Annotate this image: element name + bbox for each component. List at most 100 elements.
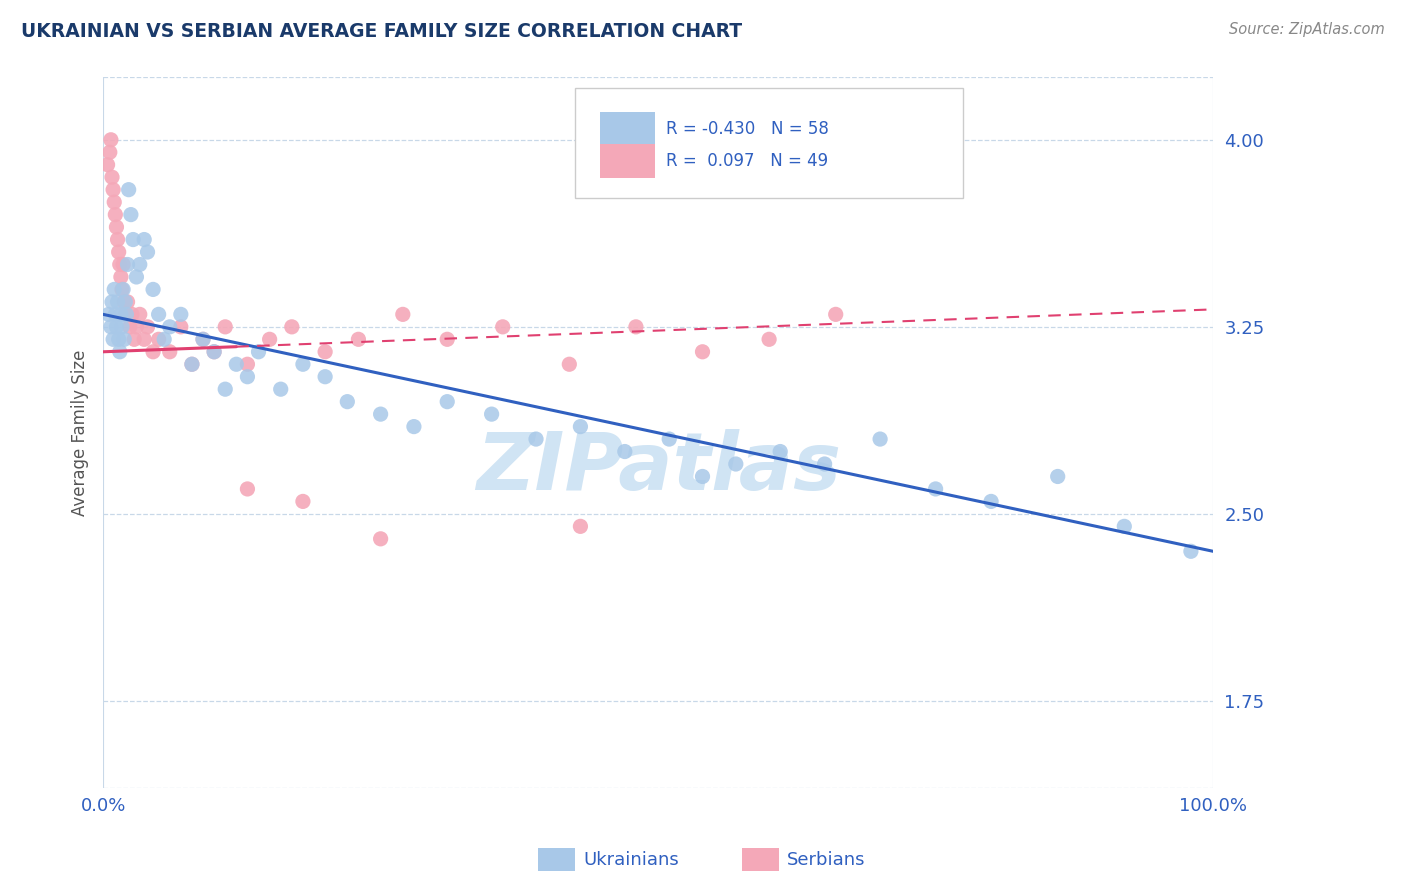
Point bbox=[122, 233, 145, 247]
FancyBboxPatch shape bbox=[600, 144, 655, 178]
Point bbox=[813, 457, 835, 471]
Point bbox=[100, 319, 122, 334]
Point bbox=[148, 332, 170, 346]
Point bbox=[281, 319, 304, 334]
Point bbox=[112, 258, 135, 272]
Point bbox=[128, 307, 150, 321]
Point bbox=[692, 344, 714, 359]
Text: UKRAINIAN VS SERBIAN AVERAGE FAMILY SIZE CORRELATION CHART: UKRAINIAN VS SERBIAN AVERAGE FAMILY SIZE… bbox=[21, 22, 742, 41]
Point bbox=[112, 332, 135, 346]
Point bbox=[569, 419, 592, 434]
Point bbox=[159, 344, 181, 359]
Point bbox=[170, 307, 193, 321]
Point bbox=[114, 294, 136, 309]
Point bbox=[114, 307, 136, 321]
Point bbox=[436, 394, 458, 409]
Y-axis label: Average Family Size: Average Family Size bbox=[72, 350, 89, 516]
Point bbox=[202, 344, 225, 359]
Point bbox=[111, 319, 134, 334]
Point bbox=[134, 332, 156, 346]
Text: R =  0.097   N = 49: R = 0.097 N = 49 bbox=[666, 152, 828, 170]
Point bbox=[1114, 519, 1136, 533]
Point bbox=[270, 382, 292, 396]
FancyBboxPatch shape bbox=[600, 112, 655, 146]
Point bbox=[492, 319, 515, 334]
Text: R = -0.430   N = 58: R = -0.430 N = 58 bbox=[666, 120, 828, 138]
Point bbox=[117, 294, 139, 309]
Point bbox=[214, 382, 236, 396]
Point bbox=[758, 332, 780, 346]
Point bbox=[107, 294, 129, 309]
Point bbox=[142, 344, 165, 359]
Point bbox=[101, 294, 124, 309]
Point bbox=[370, 532, 392, 546]
Point bbox=[236, 357, 259, 371]
FancyBboxPatch shape bbox=[575, 88, 963, 198]
Point bbox=[103, 282, 125, 296]
Point bbox=[120, 208, 142, 222]
Point bbox=[98, 145, 121, 160]
Point bbox=[104, 307, 127, 321]
Point bbox=[101, 183, 124, 197]
Point bbox=[392, 307, 415, 321]
Point bbox=[658, 432, 681, 446]
Point bbox=[247, 344, 270, 359]
Point bbox=[191, 332, 214, 346]
Point bbox=[111, 282, 134, 296]
Point bbox=[624, 319, 647, 334]
Point bbox=[122, 332, 145, 346]
Point bbox=[181, 357, 204, 371]
Point bbox=[128, 258, 150, 272]
Point bbox=[225, 357, 247, 371]
Point bbox=[869, 432, 891, 446]
Point bbox=[236, 482, 259, 496]
Text: ZIPatlas: ZIPatlas bbox=[475, 429, 841, 508]
Point bbox=[159, 319, 181, 334]
Point bbox=[101, 170, 124, 185]
Point bbox=[105, 319, 128, 334]
Point bbox=[824, 307, 846, 321]
Point bbox=[112, 282, 135, 296]
Point bbox=[370, 407, 392, 421]
Point bbox=[107, 332, 129, 346]
Point bbox=[101, 332, 124, 346]
Point bbox=[481, 407, 503, 421]
Point bbox=[100, 133, 122, 147]
Point bbox=[436, 332, 458, 346]
Point bbox=[103, 195, 125, 210]
Point bbox=[115, 307, 138, 321]
Point bbox=[291, 494, 314, 508]
Point bbox=[336, 394, 359, 409]
Point bbox=[97, 307, 120, 321]
Point bbox=[769, 444, 792, 458]
Point bbox=[136, 245, 159, 260]
Text: Serbians: Serbians bbox=[787, 851, 866, 869]
Point bbox=[724, 457, 747, 471]
Point bbox=[108, 258, 131, 272]
Point bbox=[202, 344, 225, 359]
Point bbox=[347, 332, 370, 346]
Point bbox=[980, 494, 1002, 508]
Point bbox=[214, 319, 236, 334]
Point bbox=[402, 419, 425, 434]
Point bbox=[136, 319, 159, 334]
Point bbox=[191, 332, 214, 346]
Text: Ukrainians: Ukrainians bbox=[583, 851, 679, 869]
Point bbox=[569, 519, 592, 533]
Point bbox=[314, 344, 336, 359]
Point bbox=[107, 245, 129, 260]
Point bbox=[97, 158, 120, 172]
Point bbox=[314, 369, 336, 384]
Point bbox=[613, 444, 636, 458]
Point bbox=[291, 357, 314, 371]
Point bbox=[924, 482, 946, 496]
Point bbox=[148, 307, 170, 321]
Point bbox=[117, 258, 139, 272]
Text: Source: ZipAtlas.com: Source: ZipAtlas.com bbox=[1229, 22, 1385, 37]
Point bbox=[121, 307, 143, 321]
Point bbox=[1180, 544, 1202, 558]
Point bbox=[170, 319, 193, 334]
Point bbox=[118, 319, 141, 334]
Point bbox=[142, 282, 165, 296]
Point bbox=[105, 220, 128, 235]
